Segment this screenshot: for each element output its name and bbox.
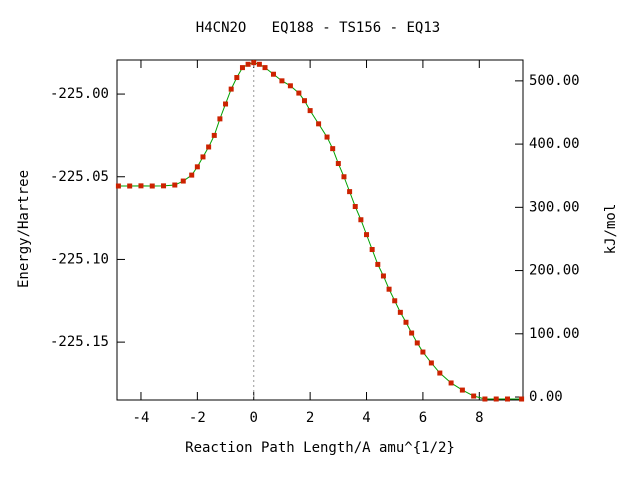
point <box>234 75 240 81</box>
x-tick-label: 8 <box>475 410 483 426</box>
y2-tick-label: 500.00 <box>529 73 580 89</box>
point <box>161 183 167 189</box>
point <box>493 396 499 402</box>
x-tick-label: -4 <box>133 410 150 426</box>
curve <box>118 62 522 400</box>
point <box>228 86 234 92</box>
point <box>428 360 434 366</box>
y2-tick-label: 200.00 <box>529 263 580 279</box>
point <box>296 90 302 96</box>
point <box>414 340 420 346</box>
point <box>256 61 262 67</box>
point <box>223 101 229 107</box>
point <box>211 132 217 138</box>
point <box>375 261 381 267</box>
plot-frame <box>116 59 524 401</box>
point <box>397 309 403 315</box>
point <box>364 232 370 238</box>
point <box>287 83 293 89</box>
point <box>127 183 133 189</box>
x-tick-label: 0 <box>250 410 258 426</box>
point <box>403 319 409 325</box>
point <box>138 183 144 189</box>
point <box>245 61 251 67</box>
point <box>270 71 276 77</box>
y-tick-label: -225.10 <box>50 251 109 267</box>
point <box>352 204 358 210</box>
y2-axis-label: kJ/mol <box>603 204 619 255</box>
point <box>504 396 510 402</box>
point <box>437 370 443 376</box>
point <box>316 121 322 127</box>
point <box>459 387 465 393</box>
y2-tick-label: 0.00 <box>529 389 563 405</box>
point <box>386 286 392 292</box>
chart-title: H4CN2O EQ188 - TS156 - EQ13 <box>196 20 440 36</box>
point <box>307 108 313 114</box>
point <box>358 217 364 223</box>
point <box>324 134 330 140</box>
point <box>341 174 347 180</box>
x-tick-label: 6 <box>419 410 427 426</box>
point <box>301 98 307 104</box>
point <box>380 273 386 279</box>
point <box>149 183 155 189</box>
y-tick-label: -225.05 <box>50 169 109 185</box>
point <box>180 178 186 184</box>
point <box>189 172 195 178</box>
y2-tick-label: 400.00 <box>529 136 580 152</box>
point <box>519 396 525 402</box>
point <box>347 189 353 195</box>
point <box>369 247 375 253</box>
point <box>335 161 341 167</box>
y-tick-label: -225.15 <box>50 334 109 350</box>
x-tick-label: 4 <box>362 410 370 426</box>
point <box>409 330 415 336</box>
point <box>420 349 426 355</box>
point <box>239 65 245 71</box>
y2-tick-label: 100.00 <box>529 326 580 342</box>
x-tick-label: 2 <box>306 410 314 426</box>
point <box>115 183 121 189</box>
point <box>279 78 285 84</box>
x-tick-label: -2 <box>189 410 206 426</box>
y2-tick-label: 300.00 <box>529 199 580 215</box>
point <box>194 164 200 170</box>
x-axis-label: Reaction Path Length/A amu^{1/2} <box>185 440 455 456</box>
y-axis-label: Energy/Hartree <box>16 170 32 288</box>
point <box>206 144 212 150</box>
point <box>471 393 477 399</box>
point <box>330 146 336 152</box>
y-tick-label: -225.00 <box>50 86 109 102</box>
point <box>392 298 398 304</box>
point <box>262 65 268 71</box>
point <box>172 182 178 188</box>
point <box>200 154 206 160</box>
point <box>217 116 223 122</box>
point <box>251 60 257 66</box>
point <box>448 380 454 386</box>
point <box>482 396 488 402</box>
